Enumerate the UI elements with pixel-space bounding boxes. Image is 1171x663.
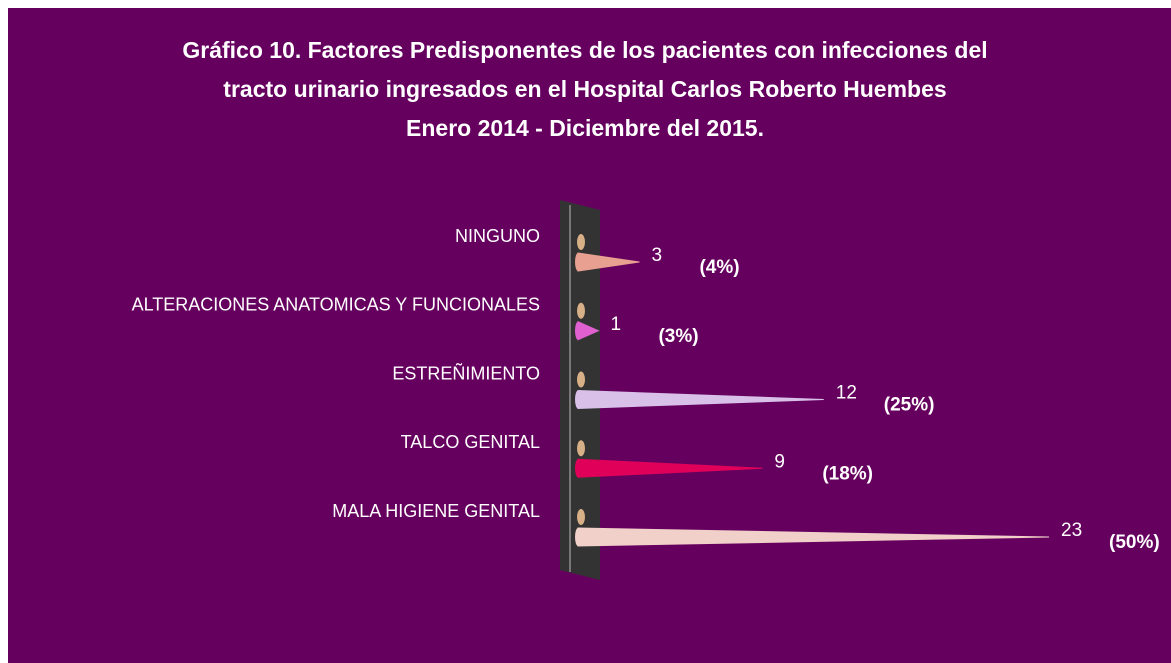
- percent-label: (50%): [1109, 532, 1160, 553]
- wall-marker: [577, 509, 585, 525]
- percent-label: (4%): [699, 257, 739, 278]
- value-label: 23: [1061, 520, 1082, 541]
- percent-label: (25%): [884, 395, 935, 416]
- cone-base: [575, 390, 581, 409]
- value-label: 12: [836, 383, 857, 404]
- category-label: ESTREÑIMIENTO: [392, 362, 540, 383]
- chart-title: tracto urinario ingresados en el Hospita…: [223, 76, 946, 102]
- value-label: 9: [774, 451, 785, 472]
- chart-title: Enero 2014 - Diciembre del 2015.: [406, 115, 764, 141]
- category-label: NINGUNO: [455, 226, 540, 246]
- wall-marker: [577, 440, 585, 457]
- percent-label: (18%): [822, 463, 873, 484]
- cone-base: [575, 459, 581, 478]
- cone-base: [575, 528, 581, 546]
- cone-base: [575, 253, 581, 271]
- cone-base: [575, 321, 581, 340]
- category-label: ALTERACIONES ANATOMICAS Y FUNCIONALES: [132, 295, 540, 315]
- value-label: 1: [610, 314, 621, 335]
- wall-marker: [577, 234, 585, 250]
- category-label: TALCO GENITAL: [401, 432, 540, 452]
- chart-title: Gráfico 10. Factores Predisponentes de l…: [182, 37, 987, 63]
- wall-marker: [577, 302, 585, 319]
- category-label: MALA HIGIENE GENITAL: [332, 501, 540, 521]
- wall-marker: [577, 371, 585, 388]
- value-label: 3: [651, 245, 662, 266]
- percent-label: (3%): [658, 326, 698, 347]
